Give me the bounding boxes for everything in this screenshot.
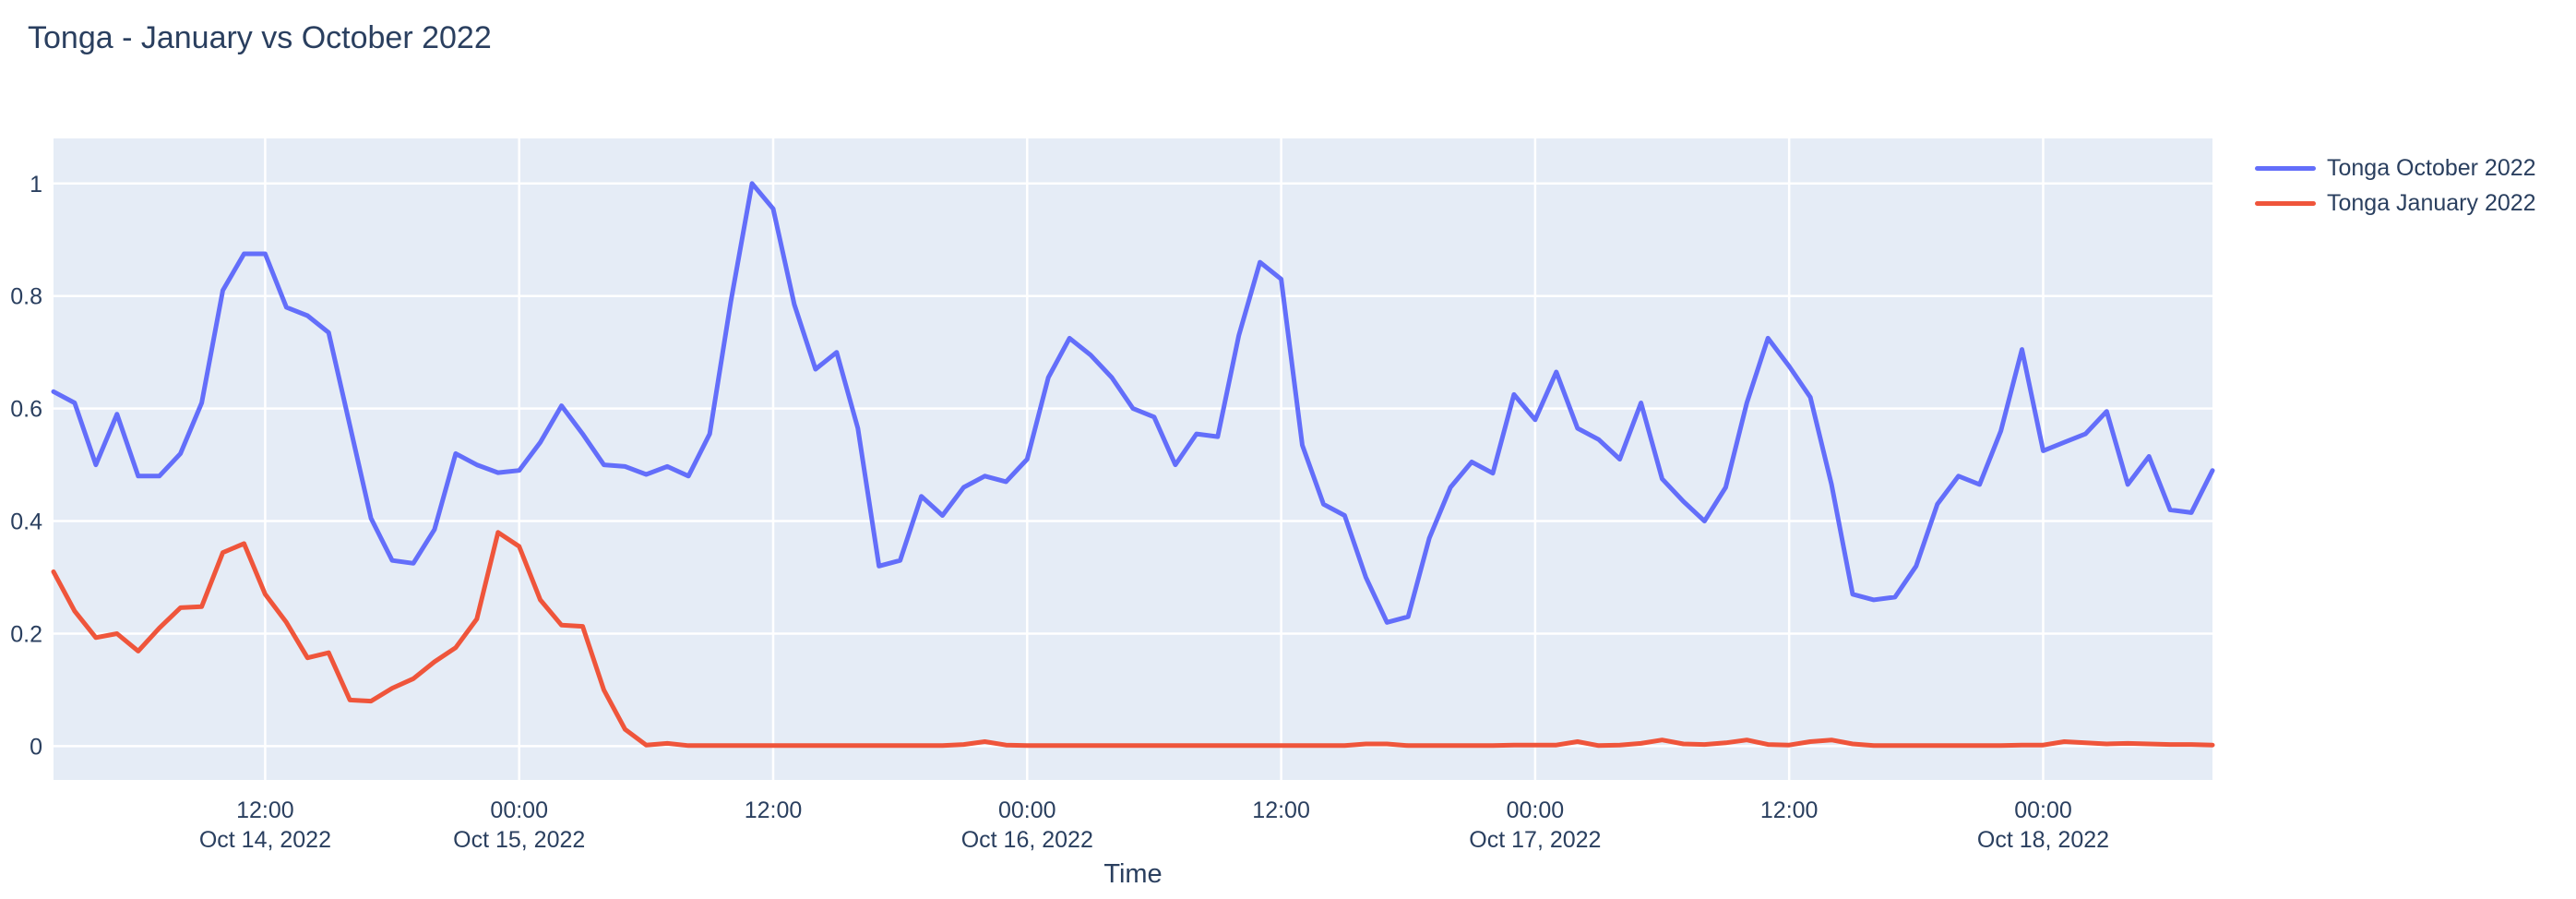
y-tick-label: 0.2 — [10, 621, 42, 647]
legend-swatch-october — [2255, 165, 2316, 171]
x-tick-label-date: Oct 16, 2022 — [961, 827, 1093, 853]
x-tick-label-time: 00:00 — [1507, 797, 1565, 823]
legend-item-january[interactable]: Tonga January 2022 — [2255, 186, 2536, 221]
x-axis-title: Time — [1103, 859, 1163, 889]
legend: Tonga October 2022 Tonga January 2022 — [2255, 150, 2536, 221]
legend-label-january: Tonga January 2022 — [2327, 189, 2536, 216]
series-line-october — [51, 181, 2215, 625]
x-tick-label-time: 00:00 — [490, 797, 548, 823]
x-tick-label-time: 12:00 — [745, 797, 803, 823]
x-tick-label-date: Oct 18, 2022 — [1977, 827, 2109, 853]
x-tick-label-time: 00:00 — [2014, 797, 2072, 823]
x-tick-label-date: Oct 17, 2022 — [1469, 827, 1601, 853]
chart-title: Tonga - January vs October 2022 — [28, 20, 492, 55]
x-tick-label-date: Oct 14, 2022 — [199, 827, 331, 853]
x-tick-label-time: 00:00 — [998, 797, 1056, 823]
x-tick-label-time: 12:00 — [236, 797, 294, 823]
y-tick-label: 0.6 — [10, 397, 42, 423]
y-tick-label: 0.4 — [10, 509, 42, 535]
x-tick-label-date: Oct 15, 2022 — [453, 827, 585, 853]
y-tick-label: 0.8 — [10, 284, 42, 310]
legend-label-october: Tonga October 2022 — [2327, 154, 2536, 181]
x-tick-label-time: 12:00 — [1252, 797, 1310, 823]
x-tick-label-time: 12:00 — [1760, 797, 1819, 823]
y-tick-label: 0 — [30, 734, 42, 760]
series-line-january — [51, 530, 2215, 749]
y-tick-label: 1 — [30, 172, 42, 198]
plot-background — [54, 138, 2212, 780]
legend-swatch-january — [2255, 200, 2316, 206]
legend-item-october[interactable]: Tonga October 2022 — [2255, 150, 2536, 186]
